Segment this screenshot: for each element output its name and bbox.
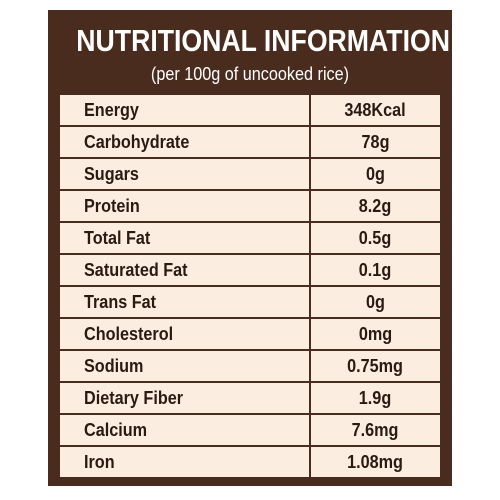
- nutrition-label: NUTRITIONAL INFORMATION (per 100g of unc…: [48, 10, 452, 486]
- nutrient-amount-text: 1.9g: [359, 387, 392, 408]
- nutrient-name: Calcium: [58, 413, 311, 447]
- nutrient-amount: 1.08mg: [309, 445, 442, 479]
- table-row: Trans Fat 0g: [58, 285, 442, 319]
- nutrient-amount: 0g: [309, 285, 442, 319]
- nutrient-amount-text: 78g: [361, 131, 390, 152]
- nutrient-name-text: Sugars: [84, 163, 139, 184]
- nutrient-name-text: Cholesterol: [84, 323, 174, 344]
- nutrient-amount-text: 0.5g: [359, 227, 392, 248]
- nutrient-amount: 348Kcal: [309, 93, 442, 127]
- nutrient-name: Cholesterol: [58, 317, 311, 351]
- nutrient-name: Sugars: [58, 157, 311, 191]
- table-row: Energy 348Kcal: [58, 93, 442, 127]
- nutrient-name: Total Fat: [58, 221, 311, 255]
- nutrient-name-text: Calcium: [84, 419, 148, 440]
- table-row: Iron 1.08mg: [58, 445, 442, 479]
- nutrient-amount: 8.2g: [309, 189, 442, 223]
- nutrient-amount: 0.75mg: [309, 349, 442, 383]
- nutrient-name: Carbohydrate: [58, 125, 311, 159]
- nutrient-name-text: Saturated Fat: [84, 259, 188, 280]
- table-row: Total Fat 0.5g: [58, 221, 442, 255]
- nutrient-amount-text: 8.2g: [359, 195, 392, 216]
- nutrient-amount: 78g: [309, 125, 442, 159]
- nutrient-amount: 0.1g: [309, 253, 442, 287]
- table-row: Saturated Fat 0.1g: [58, 253, 442, 287]
- nutrition-table: Energy 348Kcal Carbohydrate 78g Sugars 0…: [58, 93, 442, 479]
- nutrient-name: Dietary Fiber: [58, 381, 311, 415]
- nutrient-amount: 0mg: [309, 317, 442, 351]
- nutrient-name-text: Protein: [84, 195, 140, 216]
- nutrient-amount: 0.5g: [309, 221, 442, 255]
- nutrient-name: Protein: [58, 189, 311, 223]
- table-row: Sodium 0.75mg: [58, 349, 442, 383]
- nutrient-amount-text: 0.75mg: [347, 355, 404, 376]
- nutrient-amount-text: 0.1g: [359, 259, 392, 280]
- nutrient-amount-text: 0g: [366, 291, 385, 312]
- label-title: NUTRITIONAL INFORMATION: [76, 23, 450, 58]
- table-row: Cholesterol 0mg: [58, 317, 442, 351]
- nutrient-name-text: Trans Fat: [84, 291, 157, 312]
- nutrient-name: Trans Fat: [58, 285, 311, 319]
- table-row: Dietary Fiber 1.9g: [58, 381, 442, 415]
- nutrient-name-text: Dietary Fiber: [84, 387, 184, 408]
- table-row: Protein 8.2g: [58, 189, 442, 223]
- label-subtitle: (per 100g of uncooked rice): [150, 64, 350, 84]
- nutrient-amount-text: 0g: [366, 163, 385, 184]
- nutrient-amount: 1.9g: [309, 381, 442, 415]
- nutrient-amount-text: 348Kcal: [344, 99, 407, 120]
- nutrient-amount-text: 0mg: [358, 323, 393, 344]
- nutrient-name: Saturated Fat: [58, 253, 311, 287]
- nutrient-name: Energy: [58, 93, 311, 127]
- nutrient-name-text: Iron: [84, 451, 115, 472]
- nutrient-amount-text: 7.6mg: [352, 419, 399, 440]
- nutrition-table-container: Energy 348Kcal Carbohydrate 78g Sugars 0…: [58, 93, 442, 479]
- nutrient-amount: 7.6mg: [309, 413, 442, 447]
- nutrient-name: Iron: [58, 445, 311, 479]
- nutrient-name-text: Carbohydrate: [84, 131, 190, 152]
- nutrient-name-text: Total Fat: [84, 227, 151, 248]
- nutrient-amount: 0g: [309, 157, 442, 191]
- nutrient-name-text: Sodium: [84, 355, 144, 376]
- nutrient-name-text: Energy: [84, 99, 139, 120]
- table-row: Sugars 0g: [58, 157, 442, 191]
- nutrient-name: Sodium: [58, 349, 311, 383]
- table-row: Calcium 7.6mg: [58, 413, 442, 447]
- nutrient-amount-text: 1.08mg: [347, 451, 404, 472]
- table-row: Carbohydrate 78g: [58, 125, 442, 159]
